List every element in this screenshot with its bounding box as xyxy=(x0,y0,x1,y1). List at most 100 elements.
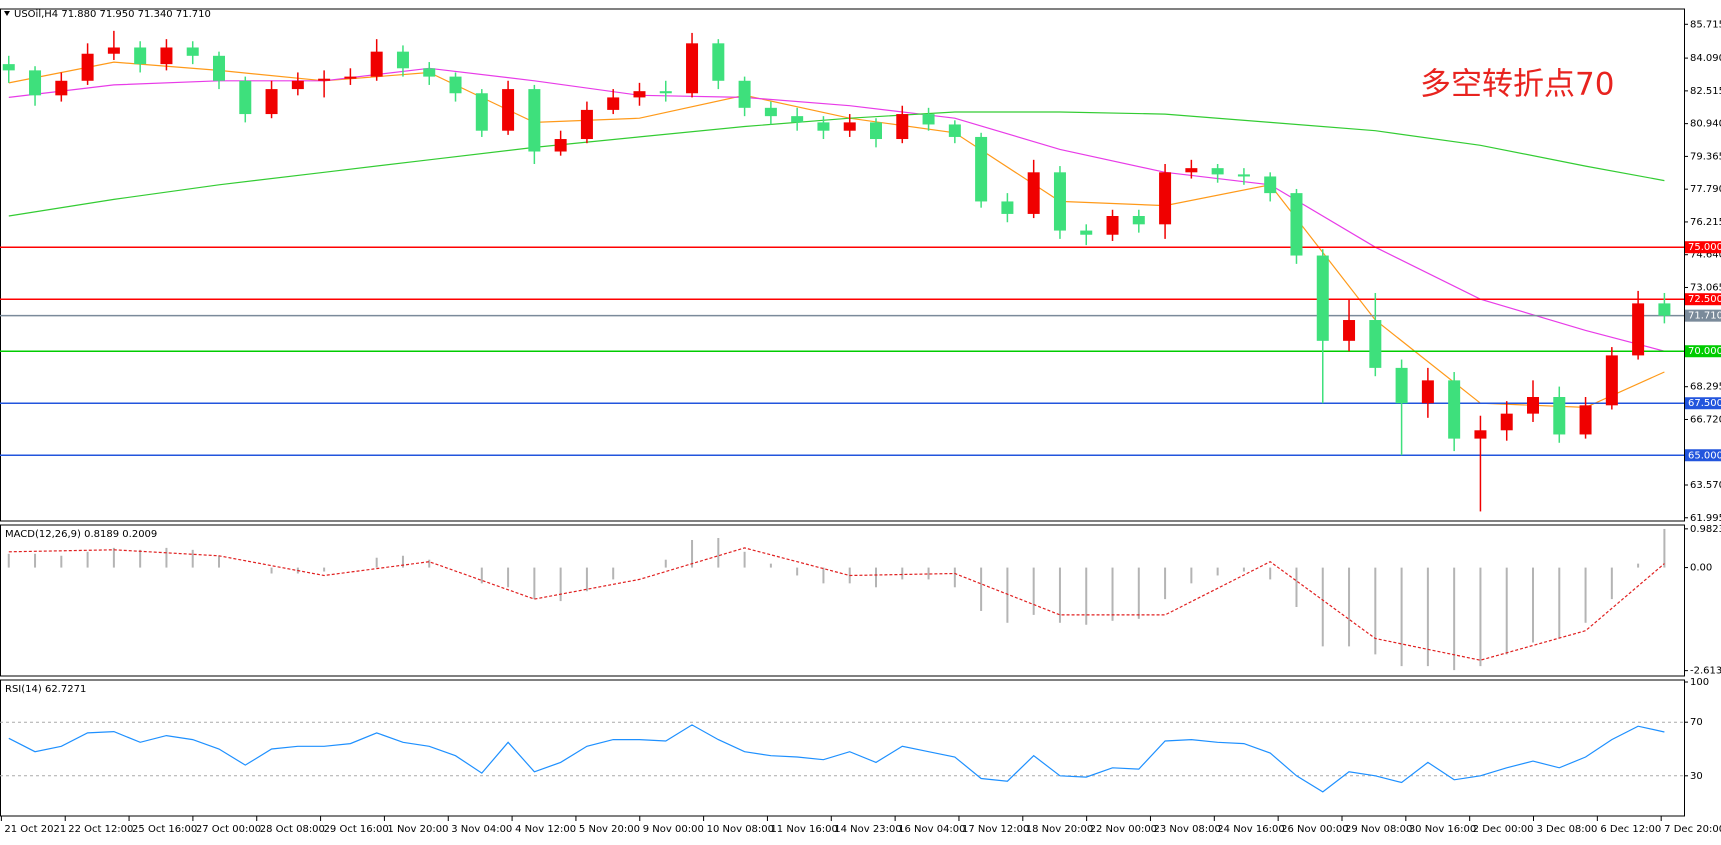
y-tick-label: 73.065 xyxy=(1690,282,1721,293)
x-tick-label: 6 Dec 12:00 xyxy=(1600,824,1661,835)
candle-body xyxy=(1421,380,1434,404)
annotation: 多空转折点70 xyxy=(1420,67,1614,103)
candle-body xyxy=(2,64,15,71)
x-tick-label: 14 Nov 23:00 xyxy=(834,824,901,835)
candle-body xyxy=(580,109,593,140)
x-tick-label: 3 Dec 08:00 xyxy=(1537,824,1598,835)
candle-body xyxy=(1369,320,1382,368)
y-tick-label: -2.6134 xyxy=(1690,666,1721,677)
y-tick-label: 76.215 xyxy=(1690,217,1721,228)
candle-body xyxy=(502,89,515,131)
candle-body xyxy=(186,47,199,56)
x-tick-label: 5 Nov 20:00 xyxy=(579,824,640,835)
candle-body xyxy=(1080,230,1093,235)
candle-body xyxy=(449,76,462,94)
candle-body xyxy=(134,47,147,65)
rsi-line xyxy=(8,724,1665,793)
candle-body xyxy=(29,70,42,96)
moving-average xyxy=(8,67,1665,352)
candle-body xyxy=(1316,255,1329,341)
candle-body xyxy=(239,80,252,115)
y-tick-label: 82.515 xyxy=(1690,86,1721,97)
candle-body xyxy=(1211,168,1224,175)
candle-body xyxy=(344,76,357,79)
candle-body xyxy=(55,80,68,96)
y-tick-label: 68.295 xyxy=(1690,382,1721,393)
x-tick-label: 11 Nov 16:00 xyxy=(770,824,837,835)
x-tick-label: 2 Dec 00:00 xyxy=(1473,824,1534,835)
level-label-box xyxy=(1685,397,1721,410)
level-label: 70.000 xyxy=(1688,346,1721,357)
level-label: 72.500 xyxy=(1688,294,1721,305)
candle-body xyxy=(160,47,173,65)
candle-body xyxy=(948,124,961,137)
y-tick-label: 85.715 xyxy=(1690,19,1721,30)
macd-signal xyxy=(8,547,1665,661)
candle-body xyxy=(896,114,909,140)
x-tick-label: 3 Nov 04:00 xyxy=(451,824,512,835)
candle-body xyxy=(843,122,856,131)
candle-body xyxy=(922,114,935,125)
candle-body xyxy=(1001,201,1014,214)
candle-body xyxy=(1605,355,1618,406)
x-tick-label: 7 Dec 20:00 xyxy=(1664,824,1721,835)
candle-body xyxy=(975,136,988,202)
x-tick-label: 4 Nov 12:00 xyxy=(515,824,576,835)
y-tick-label: 0.00 xyxy=(1690,563,1712,574)
candle-body xyxy=(1027,172,1040,214)
candle-body xyxy=(1237,174,1250,177)
candle-body xyxy=(1553,397,1566,435)
menu-triangle xyxy=(4,11,10,16)
x-tick-label: 16 Nov 04:00 xyxy=(898,824,965,835)
candle-body xyxy=(291,80,304,90)
x-tick-label: 18 Nov 20:00 xyxy=(1026,824,1093,835)
y-tick-label: 66.720 xyxy=(1690,414,1721,425)
x-tick-label: 30 Nov 16:00 xyxy=(1409,824,1476,835)
x-tick-label: 29 Nov 08:00 xyxy=(1345,824,1412,835)
candle-body xyxy=(870,122,882,140)
level-label-box xyxy=(1685,241,1721,254)
panel-frame xyxy=(0,8,1685,522)
candle-body xyxy=(659,91,672,94)
y-tick-label: 80.940 xyxy=(1690,119,1721,130)
x-tick-label: 1 Nov 20:00 xyxy=(387,824,448,835)
level-label: 65.000 xyxy=(1688,450,1721,461)
x-tick-label: 25 Oct 16:00 xyxy=(132,824,197,835)
panel-frame xyxy=(0,524,1685,677)
candle-body xyxy=(423,68,436,77)
candle-body xyxy=(396,51,409,69)
candle-body xyxy=(370,51,383,77)
candle-body xyxy=(1448,380,1461,439)
x-tick-label: 17 Nov 12:00 xyxy=(962,824,1029,835)
x-tick-label: 21 Oct 2021 xyxy=(4,824,66,835)
candle-body xyxy=(1106,216,1119,235)
candle-body xyxy=(1658,303,1671,316)
candle-body xyxy=(554,139,567,152)
x-tick-label: 22 Nov 00:00 xyxy=(1090,824,1157,835)
y-tick-label: 100 xyxy=(1690,677,1709,688)
candle-body xyxy=(633,91,646,98)
candle-body xyxy=(1343,320,1356,341)
y-tick-label: 70 xyxy=(1690,717,1703,728)
y-tick-label: 63.570 xyxy=(1690,480,1721,491)
x-tick-label: 29 Oct 16:00 xyxy=(324,824,389,835)
level-label: 71.710 xyxy=(1688,311,1721,322)
macd-title: MACD(12,26,9) 0.8189 0.2009 xyxy=(5,529,157,540)
candle-body xyxy=(1632,303,1645,356)
level-label-box xyxy=(1685,293,1721,306)
candle-body xyxy=(686,43,699,94)
x-tick-label: 28 Oct 08:00 xyxy=(260,824,325,835)
y-tick-label: 30 xyxy=(1690,771,1703,782)
candle-body xyxy=(107,47,120,54)
candle-body xyxy=(1527,397,1539,414)
candle-body xyxy=(265,89,278,115)
candle-body xyxy=(764,107,777,117)
x-tick-label: 26 Nov 00:00 xyxy=(1281,824,1348,835)
candle-body xyxy=(475,93,488,131)
x-tick-label: 10 Nov 08:00 xyxy=(707,824,774,835)
y-tick-label: 77.790 xyxy=(1690,184,1721,195)
candle-body xyxy=(528,89,541,152)
